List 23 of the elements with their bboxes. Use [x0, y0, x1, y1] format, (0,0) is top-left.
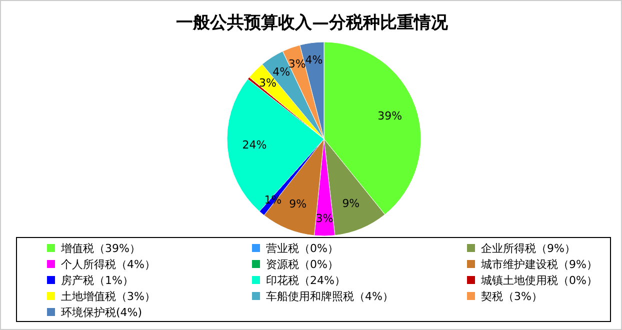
data-label: 3% — [259, 76, 276, 90]
data-label: 9% — [342, 196, 360, 210]
legend-label: 资源税（0%） — [266, 256, 338, 272]
legend-label: 企业所得税（9%） — [481, 240, 576, 256]
data-label: 4% — [305, 54, 323, 67]
data-label: 9% — [289, 197, 307, 210]
data-label: 1% — [264, 193, 282, 206]
legend-label: 环境保护税(4%) — [61, 304, 142, 320]
legend-label: 城镇土地使用税（0%） — [481, 272, 598, 288]
data-label: 3% — [316, 212, 334, 226]
legend-label: 城市维护建设税（9%） — [481, 256, 598, 272]
data-label: 4% — [272, 65, 290, 78]
legend-label: 车船使用和牌照税（4%） — [266, 288, 394, 304]
legend-label: 房产税（1%） — [61, 272, 134, 288]
legend-label: 个人所得税（4%） — [61, 256, 156, 272]
data-label: 39% — [378, 109, 402, 122]
legend-label: 契税（3%） — [481, 288, 542, 304]
legend-label: 土地增值税（3%） — [61, 288, 156, 304]
chart-title: 一般公共预算收入—分税种比重情况 — [175, 12, 449, 34]
legend-label: 印花税（24%） — [266, 272, 346, 288]
data-label: 24% — [242, 138, 267, 152]
legend-label: 增值税（39%） — [61, 240, 140, 256]
legend-label: 营业税（0%） — [266, 240, 338, 256]
